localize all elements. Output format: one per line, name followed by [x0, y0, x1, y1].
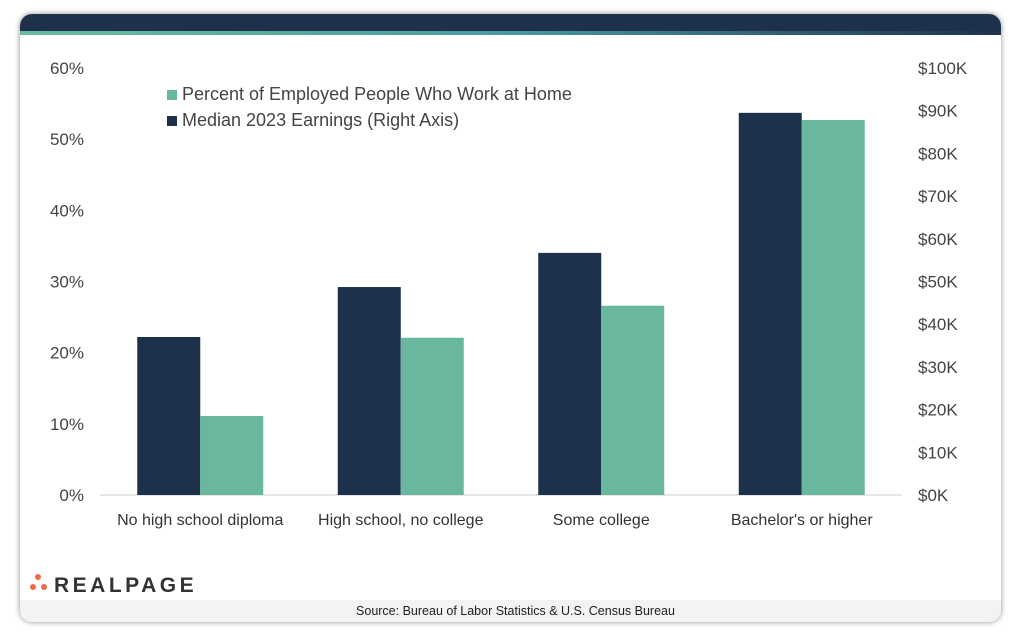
- legend-label: Percent of Employed People Who Work at H…: [182, 84, 572, 104]
- legend-swatch: [167, 116, 177, 126]
- footer: Source: Bureau of Labor Statistics & U.S…: [20, 600, 1001, 622]
- left-axis-tick: 0%: [59, 486, 84, 505]
- header-stripe: [20, 31, 1001, 35]
- work-at-home-bar: [601, 305, 665, 495]
- svg-text:REALPAGE: REALPAGE: [54, 574, 197, 597]
- legend-swatch: [167, 90, 177, 100]
- left-axis-tick: 60%: [50, 59, 84, 78]
- right-axis-tick: $80K: [918, 144, 958, 163]
- right-axis-tick: $90K: [918, 102, 958, 121]
- left-axis-tick: 50%: [50, 130, 84, 149]
- x-axis-label: No high school diploma: [117, 512, 283, 529]
- x-axis-label: High school, no college: [318, 512, 484, 529]
- right-axis-tick: $40K: [918, 315, 958, 334]
- x-axis-label: Some college: [553, 512, 650, 529]
- earnings-bar: [337, 287, 401, 495]
- source-note: Source: Bureau of Labor Statistics & U.S…: [356, 604, 675, 618]
- work-at-home-bar: [400, 337, 464, 495]
- right-axis-tick: $0K: [918, 486, 949, 505]
- left-axis-tick: 20%: [50, 344, 84, 363]
- right-axis-tick: $10K: [918, 443, 958, 462]
- right-axis-tick: $70K: [918, 187, 958, 206]
- left-axis-tick: 40%: [50, 201, 84, 220]
- legend-label: Median 2023 Earnings (Right Axis): [182, 110, 459, 130]
- right-axis-tick: $20K: [918, 401, 958, 420]
- work-at-home-bar: [801, 119, 865, 496]
- right-axis-tick: $60K: [918, 230, 958, 249]
- left-axis-tick: 10%: [50, 415, 84, 434]
- work-at-home-bar: [200, 416, 264, 495]
- earnings-bar: [538, 252, 602, 495]
- right-axis-tick: $50K: [918, 273, 958, 292]
- earnings-bar: [137, 337, 201, 495]
- header-bar: [20, 14, 1001, 31]
- x-axis-label: Bachelor's or higher: [731, 512, 873, 529]
- earnings-bar: [738, 112, 802, 496]
- left-axis-tick: 30%: [50, 273, 84, 292]
- right-axis-tick: $100K: [918, 59, 968, 78]
- right-axis-tick: $30K: [918, 358, 958, 377]
- realpage-logo: REALPAGE: [14, 560, 204, 605]
